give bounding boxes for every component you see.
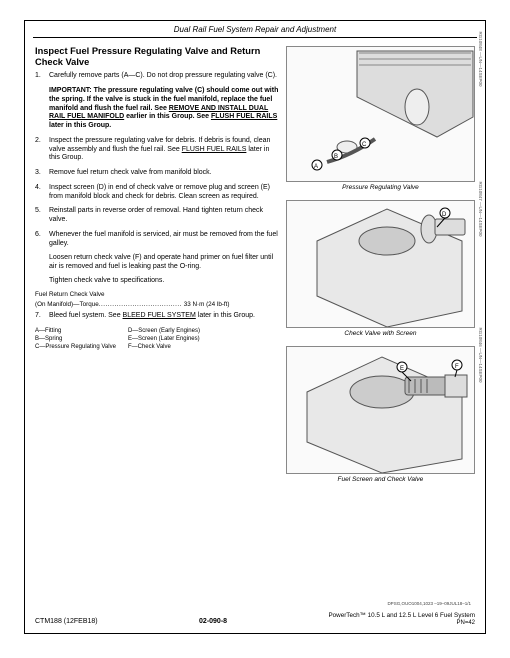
footer-page-number: 02-090-8 [199,618,227,627]
step-2-link: FLUSH FUEL RAILS [182,146,247,153]
step-7: Bleed fuel system. See BLEED FUEL SYSTEM… [35,312,280,321]
page-frame: Dual Rail Fuel System Repair and Adjustm… [24,20,486,634]
important-label: IMPORTANT: [49,87,94,94]
step-1-text: Carefully remove parts (A—C). Do not dro… [49,72,277,79]
figure-2-ref: RG10847 —UN—14SEP00 [477,182,483,237]
step-7-b: later in this Group. [196,312,255,319]
figure-1-caption: Pressure Regulating Valve [286,184,475,192]
legend-c: C—Pressure Regulating Valve [35,343,116,351]
footer: CTM188 (12FEB18) 02-090-8 PowerTech™ 10.… [35,612,475,627]
step-list: Carefully remove parts (A—C). Do not dro… [35,72,280,81]
spec-dots: ..................................... [99,301,182,308]
important-body-b: earlier in this Group. See [124,113,211,120]
step-7-link: BLEED FUEL SYSTEM [123,312,196,319]
figure-2-caption: Check Valve with Screen [286,330,475,338]
step-6-text: Whenever the fuel manifold is serviced, … [49,231,278,247]
important-link-2: FLUSH FUEL RAILS [211,113,277,120]
svg-text:D: D [442,212,447,218]
important-body-c: later in this Group. [49,122,111,129]
figure-3-caption: Fuel Screen and Check Valve [286,476,475,484]
step-6: Whenever the fuel manifold is serviced, … [35,231,280,249]
content-area: Inspect Fuel Pressure Regulating Valve a… [25,38,485,598]
figure-2-svg: D [287,201,475,327]
footer-right: PowerTech™ 10.5 L and 12.5 L Level 6 Fue… [328,612,475,627]
page-header: Dual Rail Fuel System Repair and Adjustm… [25,21,485,37]
figure-column: A B C RG10848 —UN—14SEP00 Pressure Regul… [286,46,475,594]
step-5-text: Reinstall parts in reverse order of remo… [49,207,263,223]
legend-a: A—Fitting [35,327,116,335]
step-list-3: Bleed fuel system. See BLEED FUEL SYSTEM… [35,312,280,321]
step-6-p2: Tighten check valve to specifications. [35,277,280,286]
figure-3-svg: E F [287,347,475,473]
section-title: Inspect Fuel Pressure Regulating Valve a… [35,46,280,67]
step-list-2: Inspect the pressure regulating valve fo… [35,137,280,249]
legend-b: B—Spring [35,335,116,343]
svg-text:E: E [400,366,404,372]
footer-left: CTM188 (12FEB18) [35,618,98,627]
step-5: Reinstall parts in reverse order of remo… [35,207,280,225]
svg-text:B: B [334,154,338,160]
step-4-text: Inspect screen (D) in end of check valve… [49,184,270,200]
spec-value: 33 N·m (24 lb-ft) [184,301,230,308]
figure-3: E F RG10846 —UN—14SEP00 [286,346,475,474]
text-column: Inspect Fuel Pressure Regulating Valve a… [35,46,286,594]
figure-3-ref: RG10846 —UN—14SEP00 [477,328,483,383]
svg-text:F: F [455,364,459,370]
doc-ref: DPSG,OUO1004,1023 –19–09JUL18–1/1 [387,601,471,607]
spec-label: (On Manifold)—Torque [35,301,99,308]
figure-1: A B C RG10848 —UN—14SEP00 [286,46,475,182]
legend-e: E—Screen (Later Engines) [128,335,200,343]
svg-text:C: C [362,142,367,148]
footer-right-1: PowerTech™ 10.5 L and 12.5 L Level 6 Fue… [328,612,475,620]
legend-d: D—Screen (Early Engines) [128,327,200,335]
step-2: Inspect the pressure regulating valve fo… [35,137,280,163]
step-7-a: Bleed fuel system. See [49,312,123,319]
step-1: Carefully remove parts (A—C). Do not dro… [35,72,280,81]
figure-2: D RG10847 —UN—14SEP00 [286,200,475,328]
legend-col-2: D—Screen (Early Engines) E—Screen (Later… [128,327,200,351]
spec-line: (On Manifold)—Torque....................… [35,301,280,309]
step-3-text: Remove fuel return check valve from mani… [49,169,212,176]
step-3: Remove fuel return check valve from mani… [35,169,280,178]
important-note: IMPORTANT: The pressure regulating valve… [35,87,280,131]
legend: A—Fitting B—Spring C—Pressure Regulating… [35,327,280,351]
step-6-p1: Loosen return check valve (F) and operat… [35,254,280,272]
figure-1-svg: A B C [287,47,475,181]
figure-1-ref: RG10848 —UN—14SEP00 [477,31,483,86]
svg-text:A: A [314,164,318,170]
step-4: Inspect screen (D) in end of check valve… [35,184,280,202]
spec-title: Fuel Return Check Valve [35,291,280,299]
legend-col-1: A—Fitting B—Spring C—Pressure Regulating… [35,327,116,351]
legend-f: F—Check Valve [128,343,200,351]
footer-right-2: PN=42 [328,620,475,627]
